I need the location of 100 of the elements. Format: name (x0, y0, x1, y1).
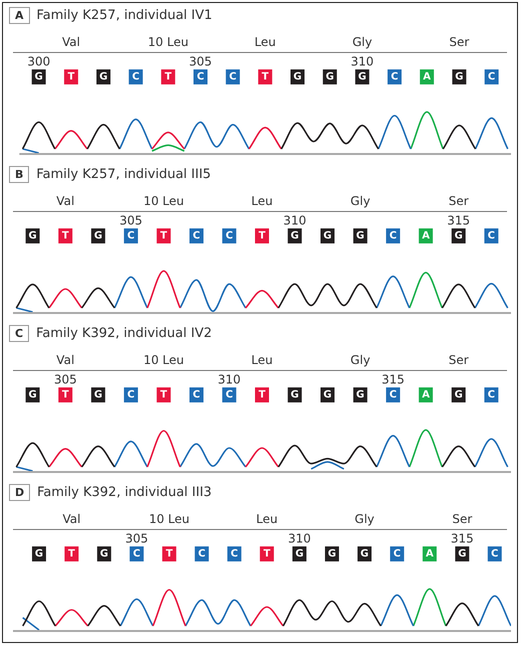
text: 10 Leu (143, 353, 184, 368)
x-tick-label: 310 (350, 54, 374, 68)
text: G (28, 230, 37, 242)
text: C (393, 548, 401, 560)
chart-title: Family K257, individual IV1 (36, 8, 212, 23)
text: Gly (350, 194, 370, 208)
text: G (293, 71, 302, 82)
text: Val (56, 194, 74, 208)
text: T (68, 548, 76, 560)
x-tick-label: 315 (447, 213, 470, 228)
text: G (94, 230, 102, 242)
text: C (9, 325, 30, 342)
x-tick-label: 315 (382, 372, 405, 386)
text: C (133, 548, 140, 560)
text: G (34, 548, 44, 560)
text: Leu (251, 353, 273, 368)
text: Ser (448, 194, 469, 208)
text: 10 Leu (148, 35, 188, 50)
text: A (422, 230, 430, 242)
text: G (455, 71, 464, 82)
text: G (99, 71, 108, 82)
text: 10 Leu (148, 512, 190, 526)
x-tick-label: 315 (450, 531, 474, 546)
text: G (28, 389, 37, 400)
text: C (229, 71, 237, 82)
text: T (258, 389, 266, 400)
text: T (62, 389, 70, 400)
text: C (192, 230, 200, 242)
text: C (198, 548, 206, 560)
text: G (290, 230, 299, 242)
x-tick-label: 305 (189, 54, 212, 68)
text: G (323, 230, 332, 242)
text: C (488, 230, 496, 242)
text: T (164, 71, 172, 82)
text: G (356, 230, 364, 242)
chart-title: Family K257, individual III5 (36, 167, 211, 182)
text: G (100, 548, 108, 560)
text: T (262, 71, 269, 82)
text: Gly (350, 353, 370, 368)
text: C (192, 389, 200, 400)
text: C (127, 230, 135, 242)
text: Val (56, 353, 74, 368)
text: G (295, 548, 304, 560)
text: A (9, 7, 30, 24)
text: C (132, 71, 140, 82)
text: G (356, 389, 364, 400)
text: G (34, 71, 43, 82)
text: A (422, 389, 430, 400)
text: C (390, 71, 398, 82)
text: Ser (449, 35, 470, 50)
text: Leu (251, 194, 273, 208)
text: G (326, 71, 334, 82)
x-tick-label: 305 (54, 372, 77, 386)
text: G (360, 548, 369, 560)
text: Gly (352, 35, 372, 50)
text: Val (62, 35, 80, 50)
text: G (358, 71, 366, 82)
text: T (68, 71, 75, 82)
text: Ser (452, 512, 472, 526)
text: G (454, 230, 463, 242)
text: D (9, 484, 30, 501)
text: T (160, 230, 168, 242)
text: C (196, 71, 204, 82)
chart-title: Family K392, individual IV2 (36, 326, 212, 341)
text: G (323, 389, 332, 400)
text: T (160, 389, 168, 400)
x-tick-label: 310 (283, 213, 306, 228)
text: G (454, 389, 463, 400)
text: T (166, 548, 173, 560)
text: G (290, 389, 299, 400)
chart-title: Family K392, individual III3 (37, 485, 212, 500)
text: A (423, 71, 432, 82)
x-tick-label: 310 (218, 372, 241, 386)
text: Val (62, 512, 81, 526)
text: T (263, 548, 270, 560)
text: Gly (354, 512, 374, 526)
text: C (488, 389, 496, 400)
text: 10 Leu (143, 194, 184, 208)
x-tick-label: 305 (125, 531, 148, 546)
text: C (127, 389, 135, 400)
text: B (9, 166, 30, 183)
text: G (458, 548, 466, 560)
text: C (226, 230, 233, 242)
x-tick-label: 300 (27, 54, 50, 68)
text: C (488, 71, 496, 82)
text: C (226, 389, 233, 400)
x-tick-label: 305 (119, 213, 142, 228)
text: C (389, 389, 397, 400)
text: G (328, 548, 336, 560)
text: T (62, 230, 70, 242)
text: T (258, 230, 266, 242)
x-tick-label: 310 (288, 531, 311, 546)
text: G (94, 389, 102, 400)
text: A (426, 548, 434, 560)
text: Leu (256, 512, 278, 526)
text: C (491, 548, 498, 560)
text: Ser (448, 353, 469, 368)
text: C (389, 230, 397, 242)
text: Leu (254, 35, 276, 50)
text: C (230, 548, 238, 560)
